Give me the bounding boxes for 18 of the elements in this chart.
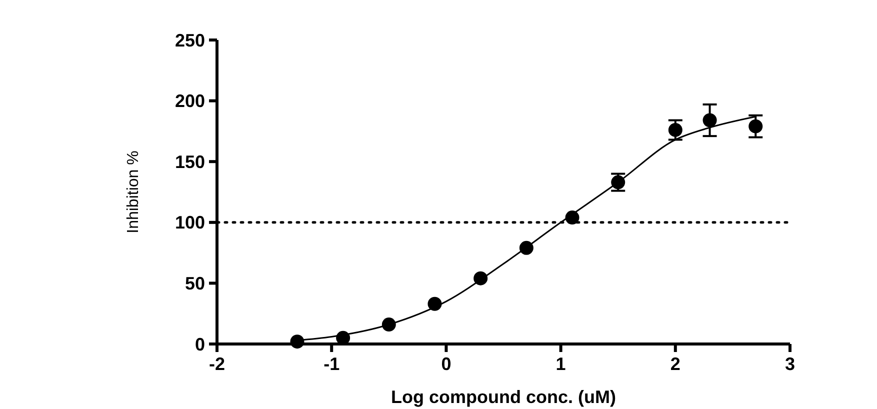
x-tick-label: 0 [441, 354, 452, 374]
x-tick-label: 2 [670, 354, 680, 374]
y-tick-label: 200 [174, 91, 205, 112]
y-tick-label: 150 [174, 152, 205, 172]
x-tick-label: 1 [556, 354, 566, 374]
y-axis-title: Inhibition % [125, 150, 142, 234]
x-tick-label: 3 [784, 354, 796, 374]
x-tick-label: -2 [208, 354, 226, 374]
y-tick-label: 250 [174, 30, 205, 50]
x-axis-title: Log compound conc. (uM) [391, 387, 616, 407]
point [702, 113, 717, 128]
y-tick-label: 0 [194, 334, 205, 354]
point [668, 122, 682, 137]
x-tick-label: -1 [324, 354, 340, 374]
point [290, 334, 304, 349]
y-tick-label: 50 [184, 274, 205, 294]
y-tick-label: 100 [174, 212, 205, 233]
point [748, 119, 763, 134]
